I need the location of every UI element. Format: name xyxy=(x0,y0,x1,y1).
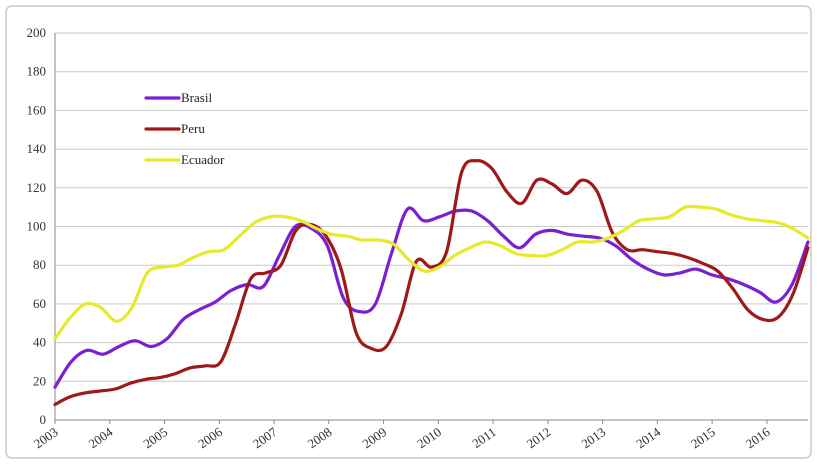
y-tick-label: 120 xyxy=(27,180,47,195)
y-tick-label: 180 xyxy=(27,64,47,79)
axes xyxy=(54,33,808,424)
y-tick-label: 200 xyxy=(27,25,47,40)
chart-frame xyxy=(5,5,812,459)
y-tick-label: 40 xyxy=(33,335,46,350)
series-lines xyxy=(53,159,810,407)
series-line-peru xyxy=(53,159,810,407)
legend-label-ecuador: Ecuador xyxy=(181,152,225,167)
y-tick-label: 0 xyxy=(40,412,47,427)
y-tick-label: 140 xyxy=(27,141,47,156)
y-tick-label: 80 xyxy=(33,257,46,272)
y-tick-label: 160 xyxy=(27,102,47,117)
legend: Brasil Peru Ecuador xyxy=(144,90,225,167)
y-axis-tick-labels: 0 20 40 60 80 100 120 140 160 180 200 xyxy=(27,25,47,427)
legend-label-peru: Peru xyxy=(181,121,205,136)
legend-label-brasil: Brasil xyxy=(181,90,212,105)
y-tick-label: 60 xyxy=(33,296,46,311)
y-tick-label: 100 xyxy=(27,219,47,234)
y-tick-label: 20 xyxy=(33,373,46,388)
series-line-ecuador xyxy=(53,204,810,341)
series-line-brasil xyxy=(53,206,810,389)
